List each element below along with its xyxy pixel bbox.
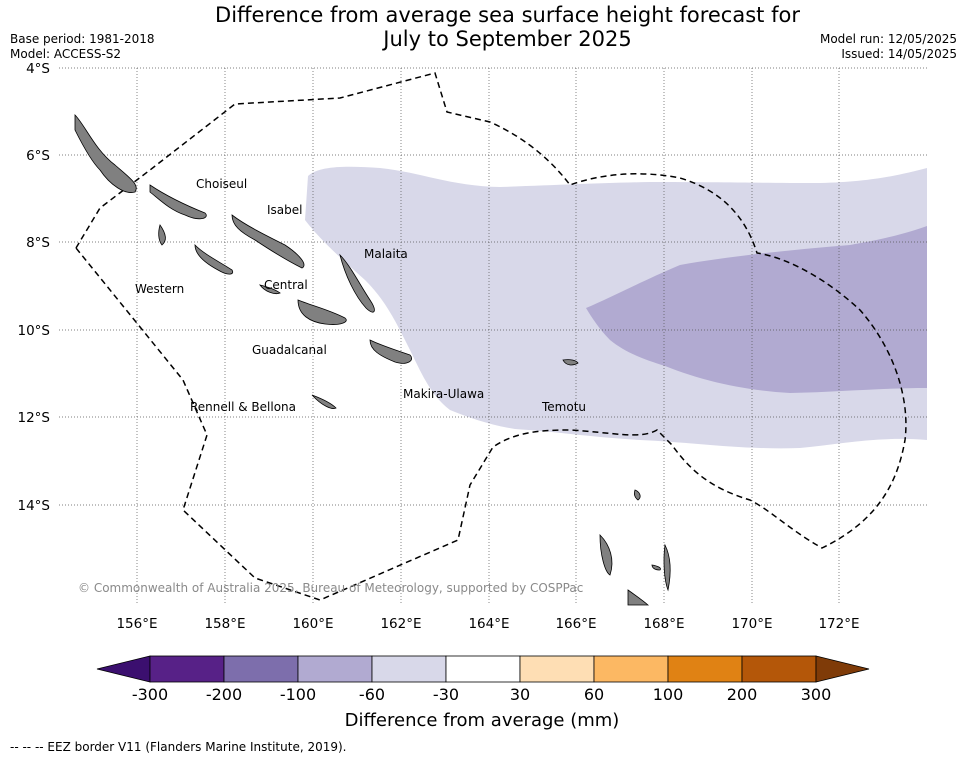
lat-tick-10S: 10°S — [18, 323, 51, 339]
region-label-western: Western — [135, 282, 184, 296]
colorbar-tick: -30 — [433, 685, 459, 704]
base-period: Base period: 1981-2018 — [10, 32, 155, 46]
meta-left: Base period: 1981-2018 Model: ACCESS-S2 — [10, 32, 155, 62]
model-run: Model run: 12/05/2025 — [819, 32, 957, 46]
region-label-isabel: Isabel — [267, 203, 302, 217]
lon-tick-166E: 166°E — [555, 616, 596, 632]
chart-title-line1: Difference from average sea surface heig… — [215, 3, 800, 27]
colorbar-tick: -200 — [206, 685, 242, 704]
colorbar-tick: 200 — [727, 685, 758, 704]
lon-tick-158E: 158°E — [204, 616, 245, 632]
issued-date: Issued: 14/05/2025 — [841, 47, 957, 61]
colorbar-bin-60-30 — [371, 655, 447, 683]
lat-tick-8S: 8°S — [26, 235, 50, 251]
colorbar-tick: 100 — [653, 685, 684, 704]
region-label-makira-ulawa: Makira-Ulawa — [403, 387, 484, 401]
region-label-rennell-bellona: Rennell & Bellona — [190, 400, 296, 414]
colorbar-bin-200-300 — [741, 655, 817, 683]
colorbar-bin-100-200 — [667, 655, 743, 683]
chart-title: Difference from average sea surface heig… — [170, 3, 845, 51]
colorbar-extend-min — [96, 655, 151, 683]
region-label-temotu: Temotu — [541, 400, 586, 414]
colorbar-tick: -300 — [132, 685, 168, 704]
meta-right: Model run: 12/05/2025 Issued: 14/05/2025 — [820, 32, 957, 62]
anomaly-region-medium — [586, 226, 927, 393]
lat-tick-6S: 6°S — [26, 148, 50, 164]
map-area: 4°S 6°S 8°S 10°S 12°S 14°S 156°E 158°E 1… — [18, 61, 927, 632]
colorbar-bin-30-60 — [519, 655, 595, 683]
colorbar-tick: 30 — [510, 685, 530, 704]
lon-tick-172E: 172°E — [818, 616, 859, 632]
land-islands — [74, 114, 671, 606]
region-label-guadalcanal: Guadalcanal — [252, 343, 327, 357]
lat-tick-12S: 12°S — [18, 410, 51, 426]
colorbar-tick: 60 — [584, 685, 604, 704]
lat-tick-4S: 4°S — [26, 61, 50, 77]
region-label-malaita: Malaita — [364, 247, 408, 261]
colorbar-tick: -100 — [280, 685, 316, 704]
model-name: Model: ACCESS-S2 — [10, 47, 122, 61]
eez-border — [75, 72, 907, 601]
lon-tick-168E: 168°E — [643, 616, 684, 632]
colorbar-bin-100-60 — [297, 655, 373, 683]
lon-tick-160E: 160°E — [292, 616, 333, 632]
colorbar-tick: 300 — [801, 685, 832, 704]
lon-tick-156E: 156°E — [116, 616, 157, 632]
colorbar-title: Difference from average (mm) — [345, 710, 620, 731]
chart-title-line2: July to September 2025 — [383, 27, 632, 51]
colorbar-bin-200-100 — [223, 655, 299, 683]
region-label-choiseul: Choiseul — [196, 177, 247, 191]
lon-tick-164E: 164°E — [468, 616, 509, 632]
colorbar-bin-300-200 — [149, 655, 225, 683]
latitude-labels: 4°S 6°S 8°S 10°S 12°S 14°S — [18, 61, 51, 514]
colorbar-extend-max — [815, 655, 870, 683]
colorbar-bin-60-100 — [593, 655, 669, 683]
copyright-notice: © Commonwealth of Australia 2025, Bureau… — [78, 581, 583, 595]
region-labels: Choiseul Isabel Malaita Western Central … — [135, 177, 586, 414]
colorbar: -300 -200 -100 -60 -30 30 60 100 200 300… — [96, 655, 870, 731]
colorbar-bin-30-30 — [445, 655, 521, 683]
gridlines — [59, 67, 927, 605]
lon-tick-170E: 170°E — [731, 616, 772, 632]
longitude-labels: 156°E 158°E 160°E 162°E 164°E 166°E 168°… — [116, 616, 859, 632]
colorbar-tick: -60 — [359, 685, 385, 704]
lon-tick-162E: 162°E — [380, 616, 421, 632]
region-label-central: Central — [264, 278, 308, 292]
eez-footnote: -- -- -- EEZ border V11 (Flanders Marine… — [10, 740, 347, 754]
lat-tick-14S: 14°S — [18, 498, 51, 514]
